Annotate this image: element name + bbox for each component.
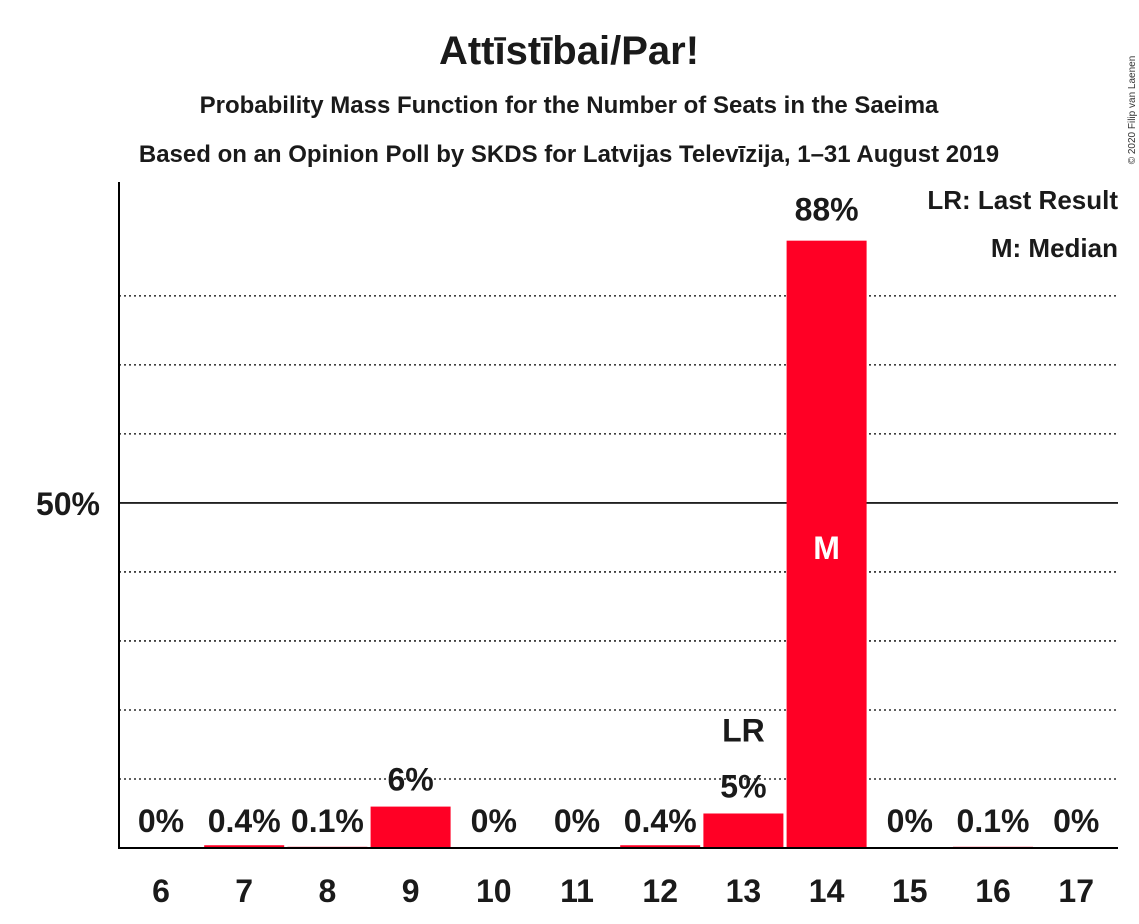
x-tick-label-15: 15 (892, 873, 928, 909)
last-result-marker: LR (722, 712, 765, 748)
data-label-seats-6: 0% (138, 803, 184, 839)
data-labels: 0% 0.4% 0.1% 6% 0% 0% 0.4% 5% LR 88% M 0% 0.1% 0% (138, 192, 1099, 839)
x-tick-label-11: 11 (560, 873, 594, 909)
data-label-seats-13: 5% (720, 768, 766, 804)
bar-seats-7 (204, 845, 285, 848)
data-label-seats-17: 0% (1053, 803, 1099, 839)
data-label-seats-9: 6% (387, 762, 433, 798)
copyright-text: © 2020 Filip van Laenen (1127, 56, 1138, 165)
x-tick-label-16: 16 (975, 873, 1011, 909)
chart-title: Attīstībai/Par! (439, 29, 699, 73)
x-tick-label-7: 7 (235, 873, 253, 909)
x-tick-labels: 6 7 8 9 10 11 12 13 14 15 16 17 (152, 873, 1094, 909)
data-label-seats-7: 0.4% (208, 803, 281, 839)
legend-median: M: Median (991, 233, 1118, 263)
bar-seats-9 (370, 806, 451, 848)
bar-seats-13 (703, 813, 784, 848)
gridlines (119, 295, 1118, 780)
x-tick-label-8: 8 (319, 873, 337, 909)
median-marker: M (813, 530, 840, 566)
legend-last-result: LR: Last Result (927, 185, 1118, 215)
data-label-seats-11: 0% (554, 803, 600, 839)
data-label-seats-8: 0.1% (291, 803, 364, 839)
x-tick-label-10: 10 (476, 873, 512, 909)
data-label-seats-15: 0% (887, 803, 933, 839)
x-tick-label-9: 9 (402, 873, 420, 909)
chart-subtitle-1: Probability Mass Function for the Number… (200, 92, 939, 119)
data-label-seats-14: 88% (795, 192, 859, 228)
data-label-seats-10: 0% (471, 803, 517, 839)
x-tick-label-14: 14 (809, 873, 845, 909)
data-label-seats-12: 0.4% (624, 803, 697, 839)
x-tick-label-13: 13 (726, 873, 762, 909)
chart-subtitle-2: Based on an Opinion Poll by SKDS for Lat… (139, 141, 999, 168)
x-tick-label-17: 17 (1058, 873, 1094, 909)
x-tick-label-6: 6 (152, 873, 170, 909)
bars (204, 240, 1033, 848)
bar-seats-14 (786, 240, 867, 848)
y-tick-label-50: 50% (36, 486, 100, 522)
x-tick-label-12: 12 (642, 873, 678, 909)
bar-seats-12 (620, 845, 701, 848)
data-label-seats-16: 0.1% (957, 803, 1030, 839)
